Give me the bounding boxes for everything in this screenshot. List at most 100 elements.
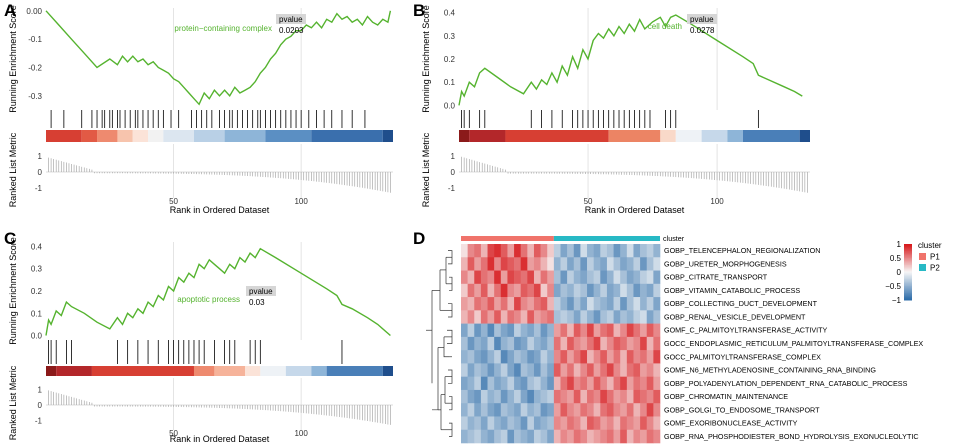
heatmap-cell: [560, 389, 568, 404]
heatmap-cell: [507, 297, 515, 311]
xtick-label: 100: [294, 197, 308, 206]
cluster-legend-title: cluster: [918, 241, 942, 250]
heatmap-cell: [533, 350, 541, 364]
color-bar-segment: [56, 366, 92, 376]
heatmap-cell: [514, 350, 521, 364]
es-curve-line: [458, 14, 803, 106]
heatmap-cell: [533, 429, 541, 444]
heatmap-cell: [520, 283, 528, 298]
heatmap-row-label: GOBP_URETER_MORPHOGENESIS: [664, 259, 787, 268]
heatmap-row-label: GOBP_GOLGI_TO_ENDOSOME_TRANSPORT: [664, 405, 820, 414]
panel-c-gsea-plot: C 0.0 0.1 0.2 0.3 0.4 Running Enrichment Score…: [4, 229, 393, 444]
heatmap-cell: [593, 389, 601, 404]
heatmap-cell: [527, 244, 535, 258]
heatmap-cell: [646, 336, 654, 351]
es-ytick-label: 0.2: [31, 287, 43, 296]
heatmap-cell: [500, 244, 508, 258]
heatmap-cell: [474, 244, 482, 258]
heatmap-cell: [567, 429, 575, 444]
heatmap-cell: [567, 389, 575, 404]
heatmap-cell: [461, 297, 468, 311]
heatmap-cell: [553, 257, 561, 271]
heatmap-cell: [626, 350, 634, 364]
heatmap-cell: [467, 403, 475, 417]
heatmap-cell: [620, 323, 628, 338]
cluster-legend-swatch: [919, 253, 926, 260]
heatmap-cell: [633, 416, 641, 431]
heatmap-cell: [467, 270, 475, 285]
heatmap-cell: [573, 323, 581, 338]
color-bar-segment: [608, 130, 661, 142]
heatmap-cell: [461, 336, 468, 351]
heatmap-cell: [514, 363, 521, 377]
heatmap-cell: [593, 363, 601, 377]
heatmap-cell: [600, 429, 608, 444]
x-axis-label: Rank in Ordered Dataset: [170, 434, 270, 444]
heatmap-cell: [514, 297, 521, 311]
heatmap-cell: [593, 416, 601, 431]
heatmap-cell: [487, 297, 495, 311]
color-scale-step: [904, 245, 912, 248]
heatmap-cell: [600, 350, 608, 364]
heatmap-cell: [474, 389, 482, 404]
heatmap-cell: [547, 257, 555, 271]
heatmap-cell: [474, 323, 482, 338]
heatmap-cell: [487, 363, 495, 377]
heatmap-cell: [573, 310, 581, 324]
heatmap-cell: [613, 244, 621, 258]
heatmap-cell: [640, 429, 648, 444]
heatmap-cell: [600, 297, 608, 311]
color-bar-segment: [97, 130, 118, 142]
color-scale-step: [904, 298, 912, 301]
color-bar-segment: [382, 366, 393, 376]
heatmap-cell: [600, 376, 608, 391]
heatmap-cell: [580, 323, 588, 338]
es-ytick-label: 0.3: [444, 32, 456, 41]
heatmap-cell: [540, 403, 548, 417]
metric-ytick-label: 0: [451, 168, 456, 177]
heatmap-cell: [500, 429, 508, 444]
heatmap-cell: [646, 297, 654, 311]
metric-ylabel: Ranked List Metric: [8, 365, 18, 440]
color-bar-segment: [91, 366, 194, 376]
color-scale-step: [904, 267, 912, 270]
heatmap-cell: [461, 416, 468, 431]
heatmap-cell: [606, 270, 614, 285]
heatmap-cell: [500, 323, 508, 338]
color-scale-step: [904, 249, 912, 252]
heatmap-cell: [480, 363, 488, 377]
heatmap-cell: [587, 403, 594, 417]
color-scale-step: [904, 295, 912, 298]
heatmap-cell: [580, 283, 588, 298]
heatmap-cell: [626, 376, 634, 391]
panel-label: D: [413, 229, 425, 248]
metric-ytick-label: -1: [448, 184, 456, 193]
heatmap-row-label: GOBP_RENAL_VESICLE_DEVELOPMENT: [664, 312, 806, 321]
color-scale-step: [904, 272, 912, 274]
heatmap-cell: [560, 283, 568, 298]
es-ytick-label: 0.0: [31, 332, 43, 341]
metric-ylabel: Ranked List Metric: [8, 132, 18, 207]
heatmap-cell: [500, 257, 508, 271]
color-bar-segment: [193, 130, 225, 142]
heatmap-cell: [533, 389, 541, 404]
heatmap-cell: [646, 270, 654, 285]
heatmap-cell: [593, 270, 601, 285]
heatmap-cell: [494, 323, 502, 338]
heatmap-cell: [461, 310, 468, 324]
color-scale-tick: 1: [897, 240, 902, 249]
heatmap-cell: [480, 270, 488, 285]
color-scale-step: [904, 256, 912, 259]
heatmap-cell: [500, 376, 508, 391]
x-axis-label: Rank in Ordered Dataset: [170, 205, 270, 215]
heatmap-cell: [553, 429, 561, 444]
heatmap-cell: [626, 270, 634, 285]
heatmap-cell: [547, 429, 555, 444]
heatmap-cell: [514, 270, 521, 285]
heatmap-cell: [474, 297, 482, 311]
heatmap-cell: [520, 323, 528, 338]
heatmap-cell: [494, 244, 502, 258]
color-scale-step: [904, 277, 912, 280]
heatmap-cell: [580, 363, 588, 377]
heatmap-cell: [640, 310, 648, 324]
